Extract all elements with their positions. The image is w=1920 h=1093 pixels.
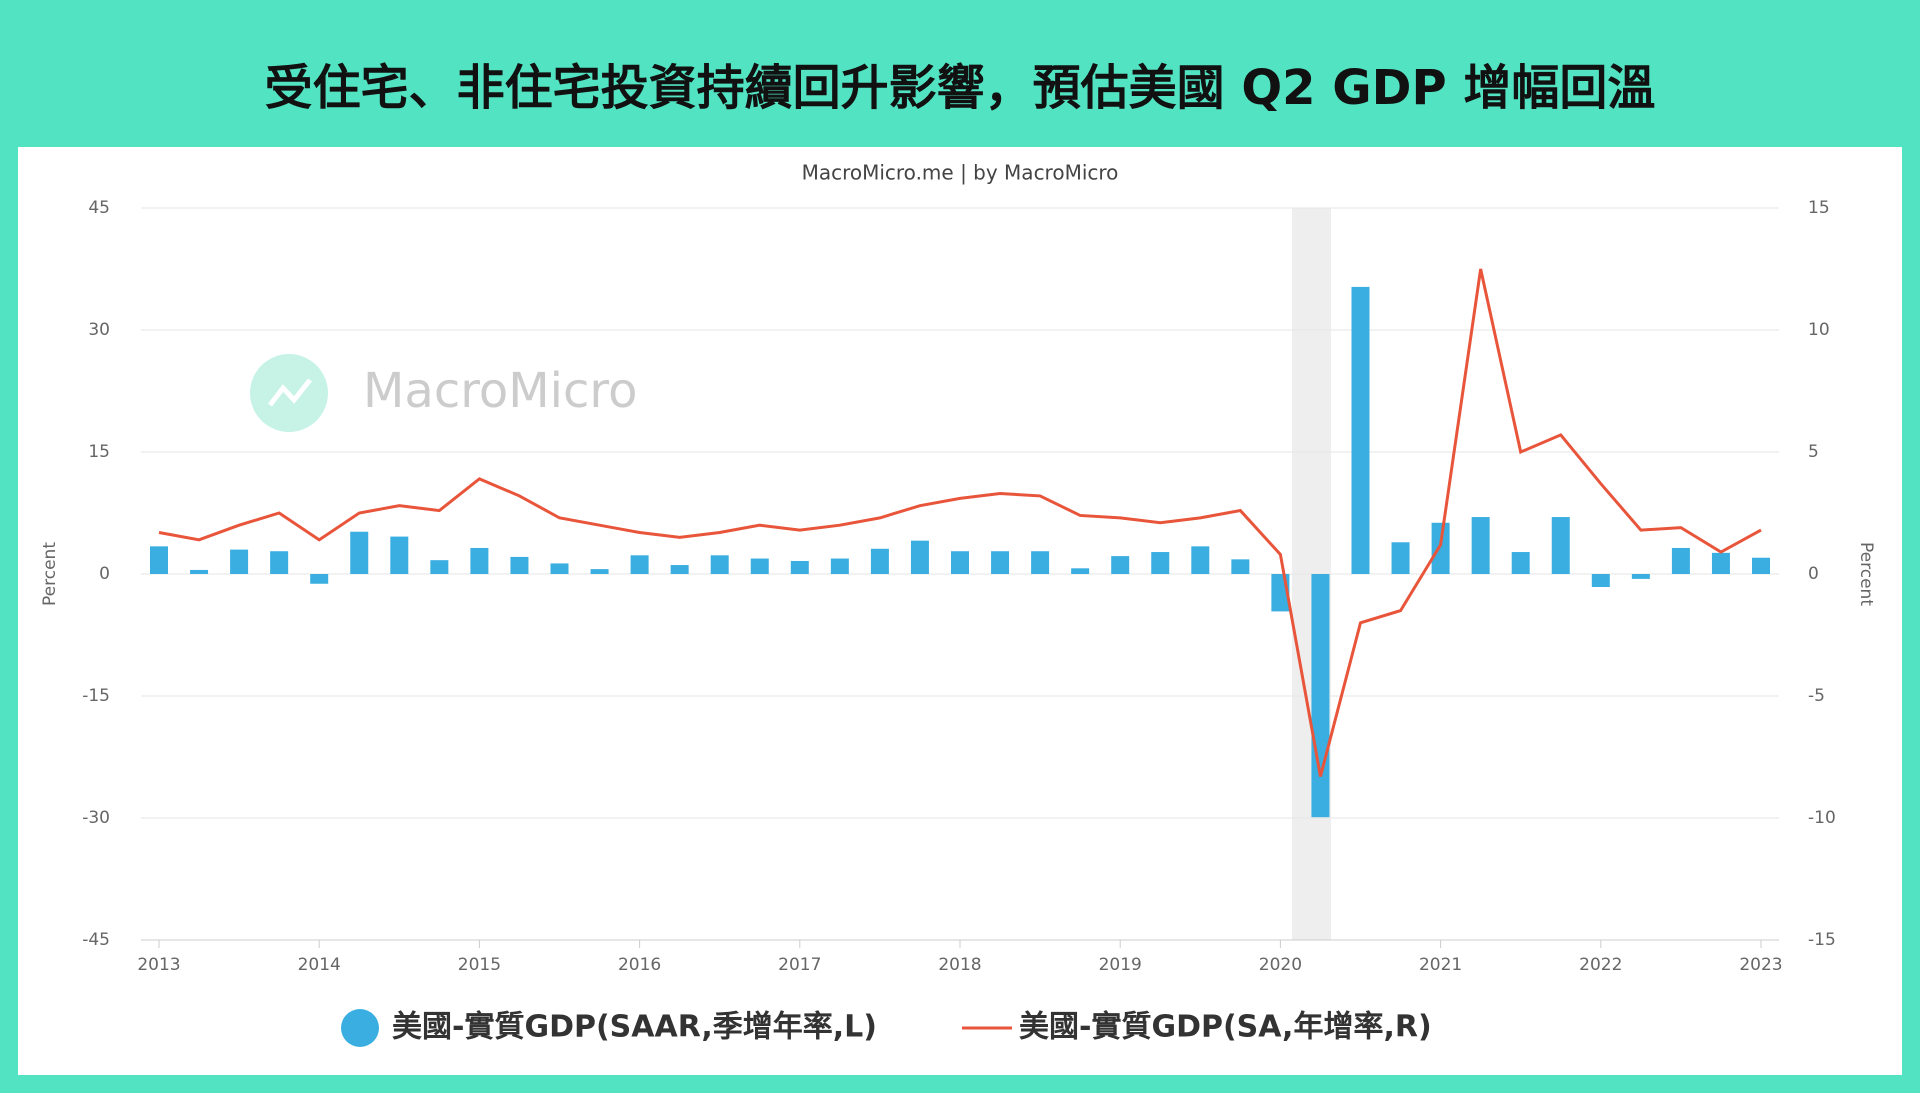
y2-tick-label: 15 bbox=[1808, 198, 1830, 218]
y2-tick-label: -10 bbox=[1808, 808, 1836, 828]
y-tick-label: 0 bbox=[99, 564, 110, 584]
bar bbox=[951, 551, 969, 574]
bar bbox=[870, 548, 889, 574]
legend-marker bbox=[341, 1009, 379, 1047]
bar bbox=[430, 560, 449, 574]
source: MacroMicro.me | by MacroMicro bbox=[802, 161, 1119, 185]
y-tick-label: -15 bbox=[82, 686, 110, 706]
y2-tick-label: 10 bbox=[1808, 320, 1830, 340]
bar bbox=[1031, 551, 1050, 574]
bar bbox=[1111, 556, 1130, 574]
bar bbox=[470, 547, 489, 574]
bar bbox=[830, 558, 849, 574]
bar bbox=[1591, 574, 1610, 588]
bar bbox=[1631, 574, 1650, 579]
x-tick-label: 2019 bbox=[1099, 955, 1142, 975]
bar bbox=[630, 555, 649, 574]
bar bbox=[1351, 286, 1370, 574]
y-tick-label: 15 bbox=[88, 442, 110, 462]
x-tick-label: 2016 bbox=[618, 955, 661, 975]
bar bbox=[1671, 547, 1690, 574]
x-tick-label: 2021 bbox=[1419, 955, 1462, 975]
y2-tick-label: -15 bbox=[1808, 930, 1836, 950]
bar bbox=[710, 555, 729, 574]
bar bbox=[310, 574, 329, 584]
bar bbox=[790, 560, 809, 574]
bar bbox=[1431, 522, 1450, 574]
bar bbox=[1231, 559, 1250, 574]
y2-tick-label: 0 bbox=[1808, 564, 1819, 584]
y-axis-label: Percent bbox=[40, 542, 60, 606]
bar bbox=[190, 569, 209, 574]
bar bbox=[1711, 552, 1730, 574]
bar bbox=[150, 546, 168, 574]
legend-label: 美國-實質GDP(SA,年增率,R) bbox=[1019, 1010, 1432, 1045]
x-tick-label: 2017 bbox=[778, 955, 821, 975]
bar bbox=[1471, 517, 1490, 574]
x-tick-label: 2020 bbox=[1259, 955, 1302, 975]
y2-tick-label: -5 bbox=[1808, 686, 1825, 706]
panel-bg bbox=[18, 147, 1902, 1075]
bar bbox=[390, 536, 409, 574]
watermark-icon bbox=[268, 378, 312, 407]
x-tick-label: 2018 bbox=[938, 955, 981, 975]
bar bbox=[1191, 546, 1210, 574]
y2-tick-label: 5 bbox=[1808, 442, 1819, 462]
bar bbox=[750, 558, 769, 574]
x-tick-label: 2013 bbox=[137, 955, 180, 975]
bar bbox=[350, 531, 369, 574]
bar bbox=[1071, 568, 1090, 574]
y2-axis-label: Percent bbox=[1856, 542, 1876, 606]
bar bbox=[1311, 574, 1330, 818]
watermark: MacroMicro bbox=[363, 363, 637, 419]
bar bbox=[550, 563, 569, 574]
x-tick-label: 2015 bbox=[458, 955, 501, 975]
line bbox=[158, 268, 1762, 777]
bar bbox=[991, 551, 1010, 574]
bar bbox=[670, 565, 689, 574]
bar bbox=[590, 569, 609, 574]
legend-label: 美國-實質GDP(SAAR,季增年率,L) bbox=[392, 1010, 877, 1045]
chart: MacroMicro.me | by MacroMicro MacroMicro… bbox=[18, 147, 1902, 1075]
bar bbox=[1391, 542, 1410, 574]
bar bbox=[1511, 552, 1530, 574]
y-tick-label: -45 bbox=[82, 930, 110, 950]
bar bbox=[510, 556, 529, 574]
bar bbox=[1551, 517, 1570, 574]
bar bbox=[1752, 557, 1770, 574]
y-tick-label: -30 bbox=[82, 808, 110, 828]
bar bbox=[1151, 552, 1170, 574]
x-tick-label: 2022 bbox=[1579, 955, 1622, 975]
x-tick-label: 2014 bbox=[298, 955, 341, 975]
bar bbox=[270, 551, 289, 574]
y-tick-label: 30 bbox=[88, 320, 110, 340]
y-tick-label: 45 bbox=[88, 198, 110, 218]
x-tick-label: 2023 bbox=[1739, 955, 1782, 975]
page-title: 受住宅、非住宅投資持續回升影響，預估美國 Q2 GDP 增幅回溫 bbox=[264, 60, 1656, 116]
bar bbox=[230, 549, 249, 574]
bar bbox=[910, 540, 929, 574]
